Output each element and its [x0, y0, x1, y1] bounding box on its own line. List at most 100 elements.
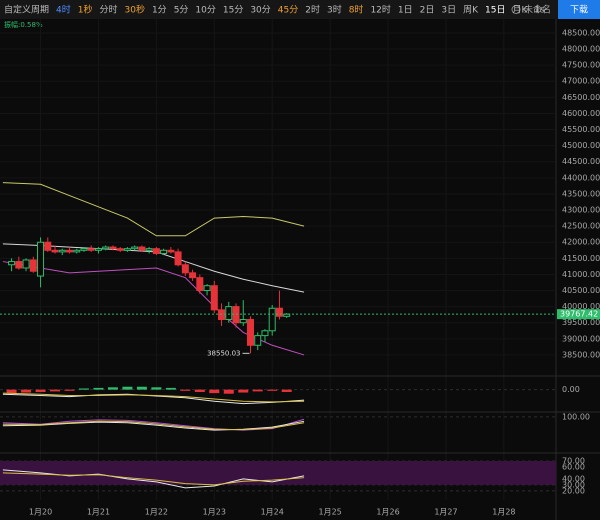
period-option[interactable]: 15分	[223, 5, 243, 16]
period-option[interactable]: 10分	[195, 5, 215, 16]
candle-body	[196, 277, 204, 292]
cloud-icon	[511, 5, 521, 14]
x-tick-label: 1月28	[492, 508, 515, 517]
macd-bar	[78, 388, 89, 390]
macd-bar	[122, 386, 133, 390]
candle-body	[66, 249, 73, 253]
candle-body	[15, 261, 23, 269]
candle-body	[8, 261, 16, 266]
y-tick-label: 46500.00	[562, 93, 600, 102]
indicator-line	[2, 392, 305, 403]
amplitude: 振幅:0.58%	[4, 20, 43, 29]
y-tick-label: 48500.00	[562, 28, 600, 37]
period-option[interactable]: 1s	[534, 6, 545, 16]
y-tick-label: 46000.00	[562, 109, 600, 118]
macd-bar	[209, 389, 220, 394]
toolbar: 下载 未命名 自定义周期 4时 1秒 分时 30秒 1分 5分 10分 15分 30分 45分 2时 3…	[0, 0, 600, 19]
download-label[interactable]: 下载	[570, 4, 588, 16]
y-tick-label: 47000.00	[562, 77, 600, 86]
candle-body	[225, 306, 233, 321]
x-tick-label: 1月21	[87, 508, 110, 517]
x-tick-label: 1月20	[29, 508, 52, 517]
candle-body	[73, 249, 81, 253]
y-tick-label: 40.00	[562, 474, 585, 483]
period-option[interactable]: 3时	[327, 4, 342, 16]
period-option[interactable]: 5分	[174, 5, 189, 16]
candle-body	[232, 306, 240, 324]
candle-body	[275, 307, 283, 317]
indicator-line	[2, 393, 305, 405]
candle-body	[58, 249, 66, 253]
candle-body	[102, 246, 110, 250]
candle-body	[51, 249, 59, 253]
period-option[interactable]: 1秒	[78, 4, 93, 16]
period-option[interactable]: 12时	[370, 4, 390, 16]
indicator-line	[2, 420, 305, 431]
candle-body	[203, 285, 211, 292]
candle-body	[210, 285, 218, 311]
period-option[interactable]: 8时	[349, 4, 364, 16]
candle-body	[94, 248, 102, 251]
account-name[interactable]: 未命名	[524, 4, 551, 16]
period-option[interactable]: 45分	[278, 5, 298, 16]
y-tick-label: 47500.00	[562, 61, 600, 70]
macd-bar	[252, 389, 263, 392]
candle-body	[131, 246, 139, 250]
period-option[interactable]: 自定义周期	[4, 4, 49, 16]
y-tick-label: 45000.00	[562, 141, 600, 150]
candle-body	[268, 307, 276, 332]
y-tick-label: 43500.00	[562, 189, 600, 198]
period-option[interactable]: 周K	[463, 5, 479, 16]
y-tick-label: 39500.00	[562, 318, 600, 327]
download-button[interactable]	[558, 0, 600, 19]
y-tick-label: 48000.00	[562, 45, 600, 54]
period-option[interactable]: 30秒	[125, 4, 145, 16]
grid	[0, 19, 556, 500]
candle-body	[239, 319, 247, 324]
macd-bar	[93, 387, 104, 390]
period-option[interactable]: 1日	[398, 5, 413, 16]
candle-body	[261, 330, 269, 337]
candle-body	[181, 264, 189, 274]
candle-body	[167, 249, 175, 253]
macd-bar	[6, 389, 17, 394]
y-tick-label: 0.00	[562, 385, 580, 394]
y-tick-label: 44500.00	[562, 157, 600, 166]
y-tick-label: 39000.00	[562, 334, 600, 343]
macd-bar	[267, 389, 278, 391]
candle-body	[123, 248, 131, 251]
last-price-tag	[557, 309, 600, 320]
y-tick-label: 41000.00	[562, 270, 600, 279]
period-option[interactable]: 3日	[441, 5, 456, 16]
candle-body	[246, 319, 254, 346]
candle-body	[138, 246, 146, 251]
period-option[interactable]: 30分	[250, 5, 270, 16]
x-tick-label: 1月24	[261, 508, 284, 517]
candle-body	[116, 248, 124, 251]
y-tick-label: 70.00	[562, 456, 585, 465]
indicator-line	[2, 182, 305, 237]
y-tick-label: 100.00	[562, 412, 590, 421]
y-tick-label: 30.00	[562, 480, 585, 489]
period-option[interactable]: 分时	[99, 4, 117, 16]
y-tick-label: 43000.00	[562, 206, 600, 215]
candle-body	[44, 241, 52, 251]
indicator-line	[2, 472, 305, 486]
candle-body	[218, 309, 226, 321]
period-option[interactable]: 1分	[152, 5, 167, 16]
macd-bar	[223, 389, 234, 394]
period-option[interactable]: 2时	[305, 4, 320, 16]
candle-body	[22, 259, 30, 269]
candle-body	[152, 248, 160, 255]
y-tick-label: 42500.00	[562, 222, 600, 231]
x-tick-label: 1月27	[434, 508, 457, 517]
period-option[interactable]: 月K	[512, 5, 528, 16]
period-option[interactable]: 2日	[420, 5, 435, 16]
period-option[interactable]: 15日	[485, 5, 505, 16]
macd-bar	[281, 389, 292, 392]
macd-bar	[180, 389, 191, 391]
period-option[interactable]: 4时	[56, 4, 71, 16]
